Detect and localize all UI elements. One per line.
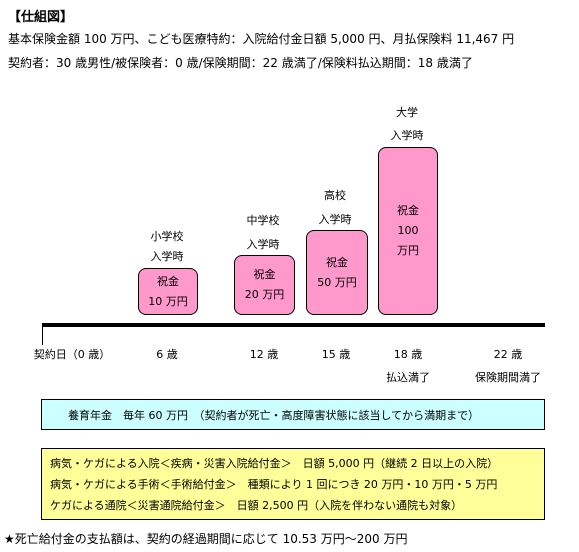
medical-line-outpatient: ケガによる通院＜災害通院給付金＞ 日額 2,500 円（入院を伴わない通院も対象… (50, 499, 463, 512)
header-line-1: 基本保険金額 100 万円、こども医療特約：入院給付金日額 5,000 円、月払… (8, 32, 515, 46)
gift-box-university: 祝金 100 万円 (378, 147, 438, 315)
stage-label-high: 入学時 (318, 213, 352, 226)
stage-school-university: 大学 (396, 106, 418, 119)
header-line-2: 契約者：30 歳男性/被保険者：0 歳/保険期間：22 歳満了/保険料払込期間：… (8, 56, 473, 70)
gift-box-junior-high-line1: 祝金 (253, 268, 276, 281)
gift-box-high-line1: 祝金 (326, 255, 348, 269)
gift-box-high: 祝金 50 万円 (306, 230, 368, 315)
gift-box-junior-high-line2: 20 万円 (244, 288, 285, 301)
timeline-age-22-sub: 保険期間満了 (475, 371, 541, 384)
timeline-age-12: 12 歳 (249, 348, 279, 361)
timeline-age-6: 6 歳 (156, 348, 178, 361)
footer-note: ★死亡給付金の支払額は、契約の経過期間に応じて 10.53 万円〜200 万円 (4, 532, 408, 546)
timeline-age-0: 契約日（0 歳） (33, 348, 111, 361)
pension-band-text: 養育年金 毎年 60 万円 （契約者が死亡・高度障害状態に該当してから満期まで） (68, 408, 480, 422)
gift-box-elementary-line2: 10 万円 (148, 294, 188, 308)
medical-line-hospitalization: 病気・ケガによる入院＜疾病・災害入院給付金＞ 日額 5,000 円（継続 2 日… (50, 457, 499, 470)
stage-school-junior-high: 中学校 (246, 214, 280, 227)
timeline-axis-start-tick (42, 323, 43, 345)
stage-label-university: 入学時 (390, 129, 424, 142)
stage-school-elementary: 小学校 (150, 230, 184, 243)
stage-label-elementary: 入学時 (150, 250, 184, 263)
stage-school-high: 高校 (324, 189, 346, 202)
medical-line-surgery: 病気・ケガによる手術＜手術給付金＞ 種類により 1 回につき 20 万円・10 … (50, 478, 498, 491)
medical-rider-band: 病気・ケガによる入院＜疾病・災害入院給付金＞ 日額 5,000 円（継続 2 日… (41, 448, 545, 520)
timeline-age-15: 15 歳 (321, 348, 351, 361)
timeline-axis (42, 323, 545, 327)
pension-band: 養育年金 毎年 60 万円 （契約者が死亡・高度障害状態に該当してから満期まで） (41, 399, 545, 430)
timeline-age-18: 18 歳 (393, 348, 423, 361)
gift-box-university-line1: 祝金 (397, 204, 419, 217)
gift-box-elementary-line1: 祝金 (157, 274, 179, 288)
gift-box-university-line2: 100 (397, 224, 419, 237)
timeline-age-18-sub: 払込満了 (386, 371, 430, 384)
diagram-title: 【仕組図】 (8, 10, 74, 25)
gift-box-high-line2: 50 万円 (317, 275, 357, 289)
stage-label-junior-high: 入学時 (246, 238, 280, 251)
gift-box-university-line3: 万円 (397, 244, 419, 257)
timeline-age-22: 22 歳 (493, 348, 523, 361)
gift-box-junior-high: 祝金 20 万円 (234, 255, 295, 315)
gift-box-elementary: 祝金 10 万円 (138, 268, 198, 315)
